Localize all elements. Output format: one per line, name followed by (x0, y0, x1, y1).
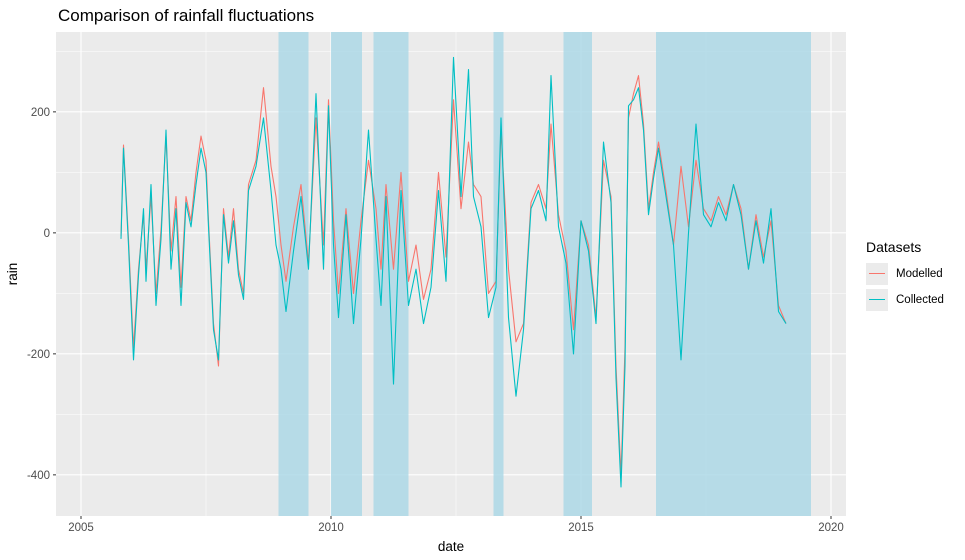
x-axis: 2005 2010 2015 2020 (68, 516, 844, 534)
x-axis-title: date (438, 539, 464, 554)
y-tick-label: 0 (44, 228, 50, 240)
legend-item-collected[interactable]: Collected (866, 287, 944, 313)
legend-key (866, 289, 888, 311)
shaded-period (493, 32, 504, 516)
chart-title: Comparison of rainfall fluctuations (58, 6, 315, 25)
x-tick-label: 2005 (68, 522, 94, 534)
series-line-modelled (120, 75, 787, 476)
shaded-period (656, 32, 811, 516)
legend-label-collected: Collected (896, 294, 944, 306)
legend: Datasets Modelled Collected (866, 239, 944, 313)
legend-swatch-collected (869, 299, 885, 301)
y-axis: -400 -200 0 200 (27, 107, 56, 482)
legend-item-modelled[interactable]: Modelled (866, 261, 944, 287)
y-tick-label: -200 (27, 349, 50, 361)
y-tick-label: 200 (31, 107, 50, 119)
legend-title: Datasets (866, 239, 922, 255)
legend-label-modelled: Modelled (896, 268, 943, 280)
series-line-collected (120, 56, 787, 488)
x-tick-label: 2015 (568, 522, 594, 534)
shaded-period (373, 32, 409, 516)
shaded-period (278, 32, 309, 516)
shaded-period (331, 32, 362, 516)
y-axis-title: rain (5, 263, 20, 286)
x-tick-label: 2010 (318, 522, 344, 534)
legend-key (866, 263, 888, 285)
series-lines (120, 56, 787, 488)
legend-swatch-modelled (869, 273, 885, 275)
x-tick-label: 2020 (818, 522, 844, 534)
y-tick-label: -400 (27, 470, 50, 482)
